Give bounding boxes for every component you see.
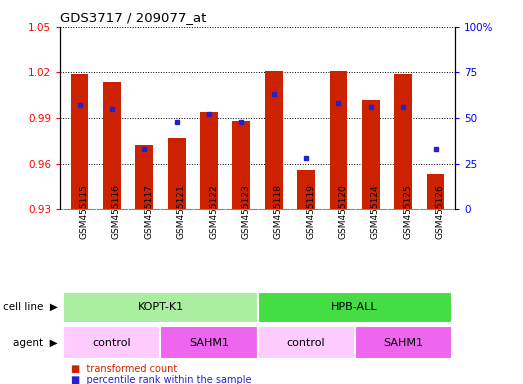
Bar [355, 326, 452, 359]
Bar [329, 71, 347, 209]
Bar [161, 326, 258, 359]
Text: cell line  ▶: cell line ▶ [3, 302, 58, 312]
Text: GSM455121: GSM455121 [177, 184, 186, 239]
Text: control: control [287, 338, 325, 348]
Bar [103, 81, 121, 209]
Text: SAHM1: SAHM1 [189, 338, 229, 348]
Bar [233, 121, 251, 209]
Text: GSM455125: GSM455125 [403, 184, 412, 239]
Text: GSM455118: GSM455118 [274, 184, 283, 239]
Text: GSM455120: GSM455120 [338, 184, 347, 239]
Bar [257, 326, 355, 359]
Text: GSM455123: GSM455123 [242, 184, 251, 239]
Bar [427, 174, 445, 209]
Bar [297, 170, 315, 209]
Text: ■  transformed count: ■ transformed count [71, 364, 177, 374]
Text: GSM455124: GSM455124 [371, 184, 380, 239]
Text: GSM455122: GSM455122 [209, 184, 218, 239]
Text: GSM455115: GSM455115 [79, 184, 88, 239]
Text: HPB-ALL: HPB-ALL [332, 302, 378, 312]
Text: GSM455126: GSM455126 [436, 184, 445, 239]
Bar [71, 74, 88, 209]
Text: KOPT-K1: KOPT-K1 [138, 302, 184, 312]
Bar [168, 138, 186, 209]
Text: GDS3717 / 209077_at: GDS3717 / 209077_at [60, 11, 207, 24]
Text: control: control [93, 338, 131, 348]
Bar [135, 146, 153, 209]
Text: SAHM1: SAHM1 [383, 338, 423, 348]
Bar [257, 292, 452, 323]
Text: GSM455119: GSM455119 [306, 184, 315, 239]
Bar [362, 100, 380, 209]
Bar [200, 112, 218, 209]
Text: GSM455116: GSM455116 [112, 184, 121, 239]
Bar [63, 292, 258, 323]
Text: agent  ▶: agent ▶ [13, 338, 58, 348]
Text: ■  percentile rank within the sample: ■ percentile rank within the sample [71, 375, 251, 384]
Text: GSM455117: GSM455117 [144, 184, 153, 239]
Bar [265, 71, 282, 209]
Bar [394, 74, 412, 209]
Bar [63, 326, 161, 359]
